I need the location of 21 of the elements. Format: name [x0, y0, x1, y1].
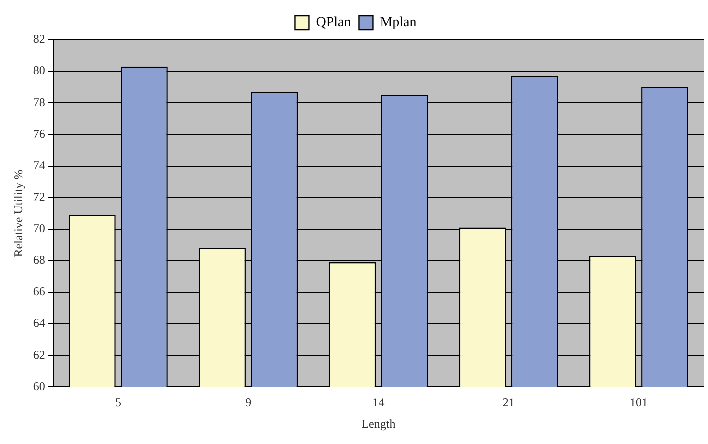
y-tick-label: 76 — [33, 126, 46, 141]
x-tick-label: 101 — [630, 396, 648, 410]
y-tick-label: 62 — [33, 348, 46, 362]
legend-label: Mplan — [380, 16, 417, 31]
x-tick-label: 14 — [372, 396, 385, 410]
y-tick-label: 64 — [33, 316, 46, 330]
y-tick-label: 60 — [33, 379, 46, 394]
x-tick-label: 9 — [246, 396, 252, 410]
x-tick-label: 5 — [115, 396, 122, 410]
legend-label: QPlan — [316, 16, 352, 31]
y-tick-label: 82 — [33, 32, 46, 46]
y-tick-label: 66 — [33, 284, 46, 299]
y-tick-label: 72 — [33, 190, 46, 204]
x-tick-label: 21 — [502, 396, 515, 410]
y-tick-label: 68 — [33, 253, 46, 268]
x-axis-title: Length — [362, 416, 396, 431]
y-tick-label: 70 — [33, 222, 46, 236]
y-tick-label: 74 — [33, 158, 46, 172]
y-tick-label: 78 — [33, 95, 46, 110]
y-axis-title: Relative Utility % — [11, 170, 26, 258]
y-tick-label: 80 — [33, 64, 46, 78]
